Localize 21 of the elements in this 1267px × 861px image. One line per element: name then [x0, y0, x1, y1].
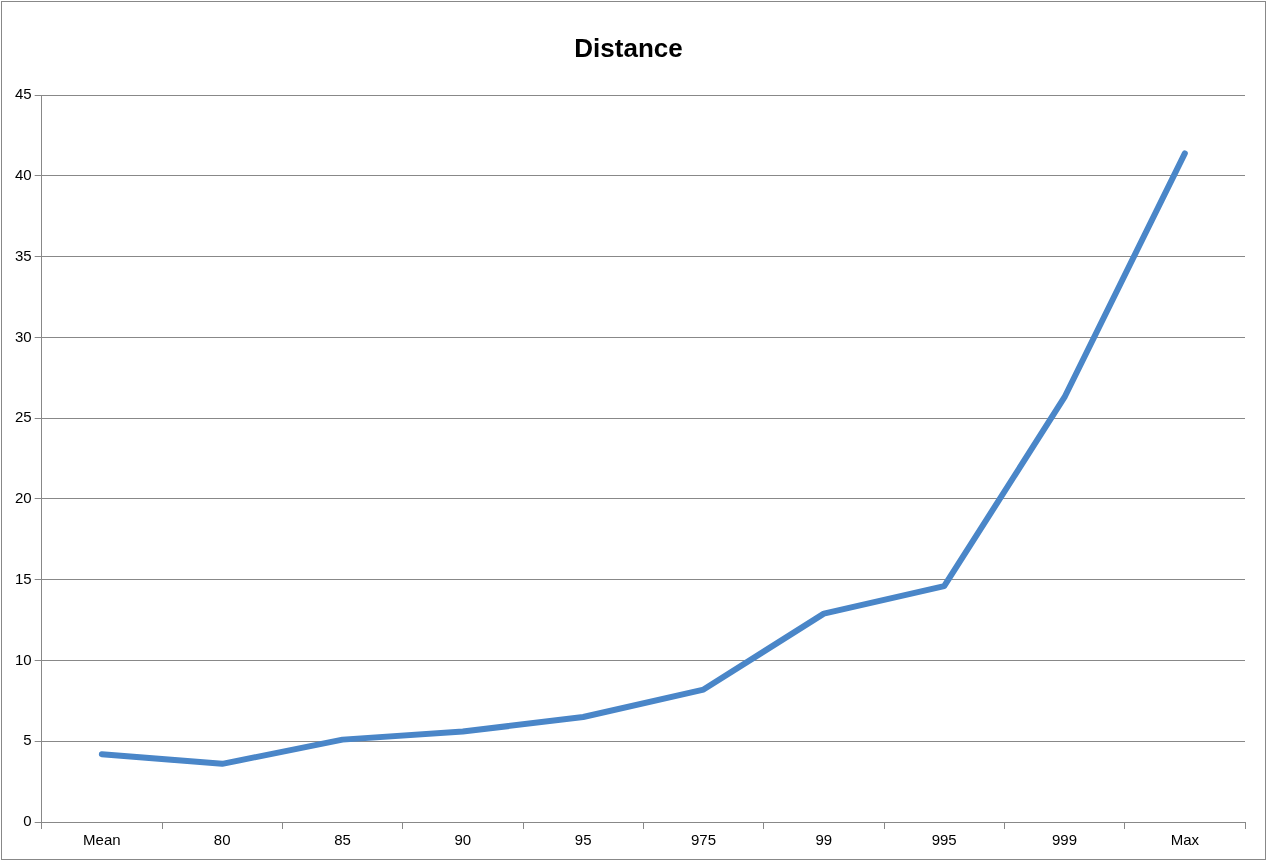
x-tick-label: 85: [334, 831, 351, 849]
x-tick-label: 999: [1051, 831, 1078, 849]
y-tick-label: 5: [23, 731, 32, 749]
x-tick-label: 95: [574, 831, 592, 849]
x-tick-label: 80: [213, 831, 231, 849]
x-tick-label: 975: [690, 831, 717, 849]
y-tick-label: 10: [15, 650, 32, 668]
chart-title: Distance: [574, 32, 683, 63]
x-tick-label: Max: [1170, 831, 1200, 849]
x-tick-label: Mean: [83, 831, 121, 849]
y-tick-label: 15: [15, 569, 32, 587]
y-tick-label: 20: [15, 489, 32, 507]
y-tick-label: 35: [15, 246, 32, 264]
y-tick-label: 30: [15, 327, 32, 345]
y-tick-label: 0: [23, 812, 32, 830]
y-tick-label: 45: [15, 85, 32, 103]
y-tick-label: 40: [15, 166, 32, 184]
x-tick-label: 90: [454, 831, 472, 849]
x-tick-label: 99: [815, 831, 833, 849]
x-tick-label: 995: [931, 831, 957, 849]
y-tick-label: 25: [15, 408, 32, 426]
